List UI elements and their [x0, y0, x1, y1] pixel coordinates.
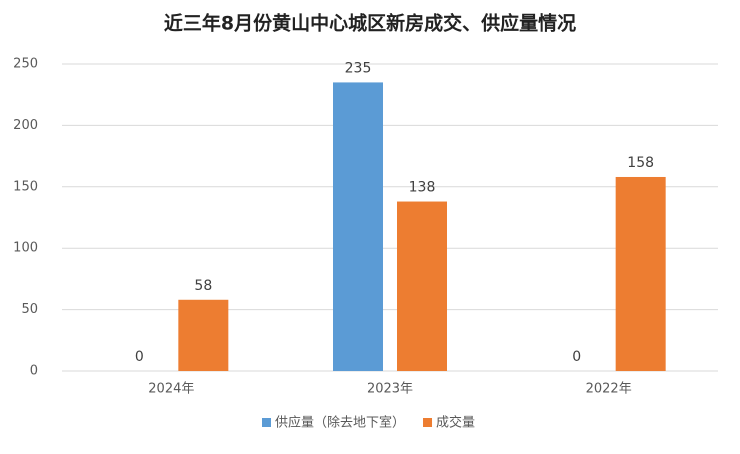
legend-label: 供应量（除去地下室）: [275, 415, 405, 431]
data-label: 0: [135, 349, 144, 365]
data-label: 138: [409, 180, 436, 196]
data-label: 58: [194, 278, 212, 294]
x-tick-label: 2023年: [367, 382, 413, 397]
legend-swatch: [423, 418, 433, 427]
legend-swatch: [262, 418, 271, 427]
y-tick-label: 0: [30, 364, 38, 379]
data-label: 158: [627, 155, 654, 171]
chart-title: 近三年8月份黄山中心城区新房成交、供应量情况: [164, 12, 576, 35]
data-label: 0: [572, 349, 581, 365]
bar: [615, 176, 666, 371]
data-label: 235: [345, 60, 372, 76]
bar: [178, 299, 229, 371]
y-tick-label: 200: [13, 118, 38, 133]
x-tick-label: 2024年: [148, 382, 194, 397]
legend-label: 成交量: [436, 415, 475, 431]
bar: [333, 82, 383, 372]
y-tick-label: 50: [21, 302, 38, 317]
x-tick-label: 2022年: [586, 382, 632, 397]
y-tick-label: 100: [13, 241, 38, 256]
bar: [397, 201, 447, 371]
y-tick-label: 250: [13, 57, 38, 72]
y-tick-label: 150: [13, 179, 38, 194]
